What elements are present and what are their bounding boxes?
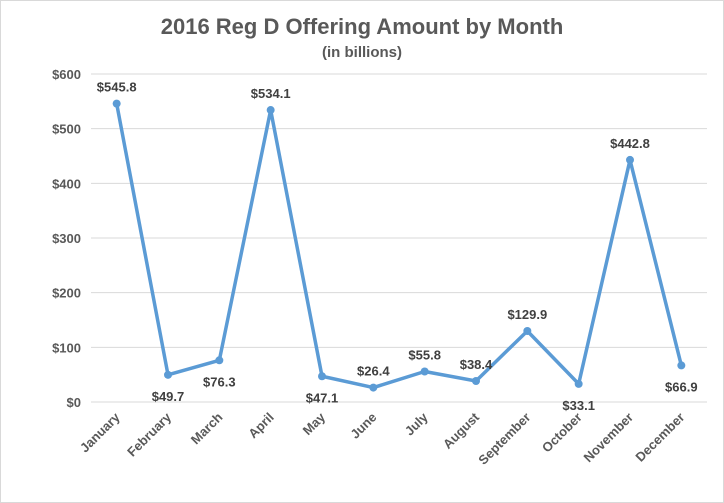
data-point (369, 383, 378, 392)
y-axis-ticks: $0 $100 $200 $300 $400 $500 $600 (52, 67, 81, 410)
data-point (164, 370, 172, 379)
data-label: $49.7 (152, 389, 185, 404)
series-line (114, 101, 684, 390)
x-tick-label: December (632, 410, 687, 465)
data-label: $545.8 (97, 80, 137, 95)
data-point (215, 356, 224, 365)
data-point (266, 106, 275, 115)
series-offering-amount (112, 99, 686, 392)
data-label: $38.4 (460, 357, 493, 372)
data-label: $55.8 (408, 347, 441, 362)
data-point (677, 361, 686, 370)
x-tick-label: April (245, 410, 277, 442)
data-point (574, 379, 583, 388)
y-tick-label: $200 (52, 286, 81, 301)
data-point (420, 367, 429, 376)
x-tick-label: September (475, 410, 533, 468)
x-tick-label: November (581, 410, 637, 466)
data-point (112, 99, 121, 108)
chart-title: 2016 Reg D Offering Amount by Month (160, 14, 564, 39)
y-tick-label: $500 (52, 122, 81, 137)
chart-subtitle: (in billions) (322, 44, 402, 61)
x-tick-label: January (77, 409, 123, 455)
y-tick-label: $600 (52, 67, 81, 82)
data-label: $442.8 (610, 136, 650, 151)
x-tick-label: July (402, 409, 432, 439)
x-tick-label: February (124, 409, 174, 459)
data-label: $66.9 (665, 379, 698, 394)
x-tick-label: March (188, 409, 226, 447)
data-label: $129.9 (507, 307, 547, 322)
y-tick-label: $400 (52, 176, 81, 191)
y-tick-label: $0 (67, 395, 81, 410)
data-point (523, 326, 532, 335)
data-label: $26.4 (357, 364, 390, 379)
gridlines (91, 73, 707, 403)
x-tick-label: June (347, 410, 379, 442)
y-tick-label: $100 (52, 340, 81, 355)
x-tick-label: October (539, 410, 585, 456)
data-label: $33.1 (562, 398, 595, 413)
x-tick-label: August (440, 409, 483, 452)
data-label: $47.1 (306, 390, 339, 405)
data-label: $76.3 (203, 374, 236, 389)
data-labels: $545.8 $49.7 $76.3 $534.1 $47.1 $26.4 $55.8 $38… (97, 80, 698, 413)
data-point (472, 377, 480, 386)
data-label: $534.1 (251, 86, 291, 101)
y-tick-label: $300 (52, 231, 81, 246)
x-tick-label: May (300, 409, 329, 438)
x-axis-ticks: January February March April May June July Augu… (77, 409, 688, 468)
data-point (626, 155, 634, 164)
data-point (318, 372, 326, 381)
